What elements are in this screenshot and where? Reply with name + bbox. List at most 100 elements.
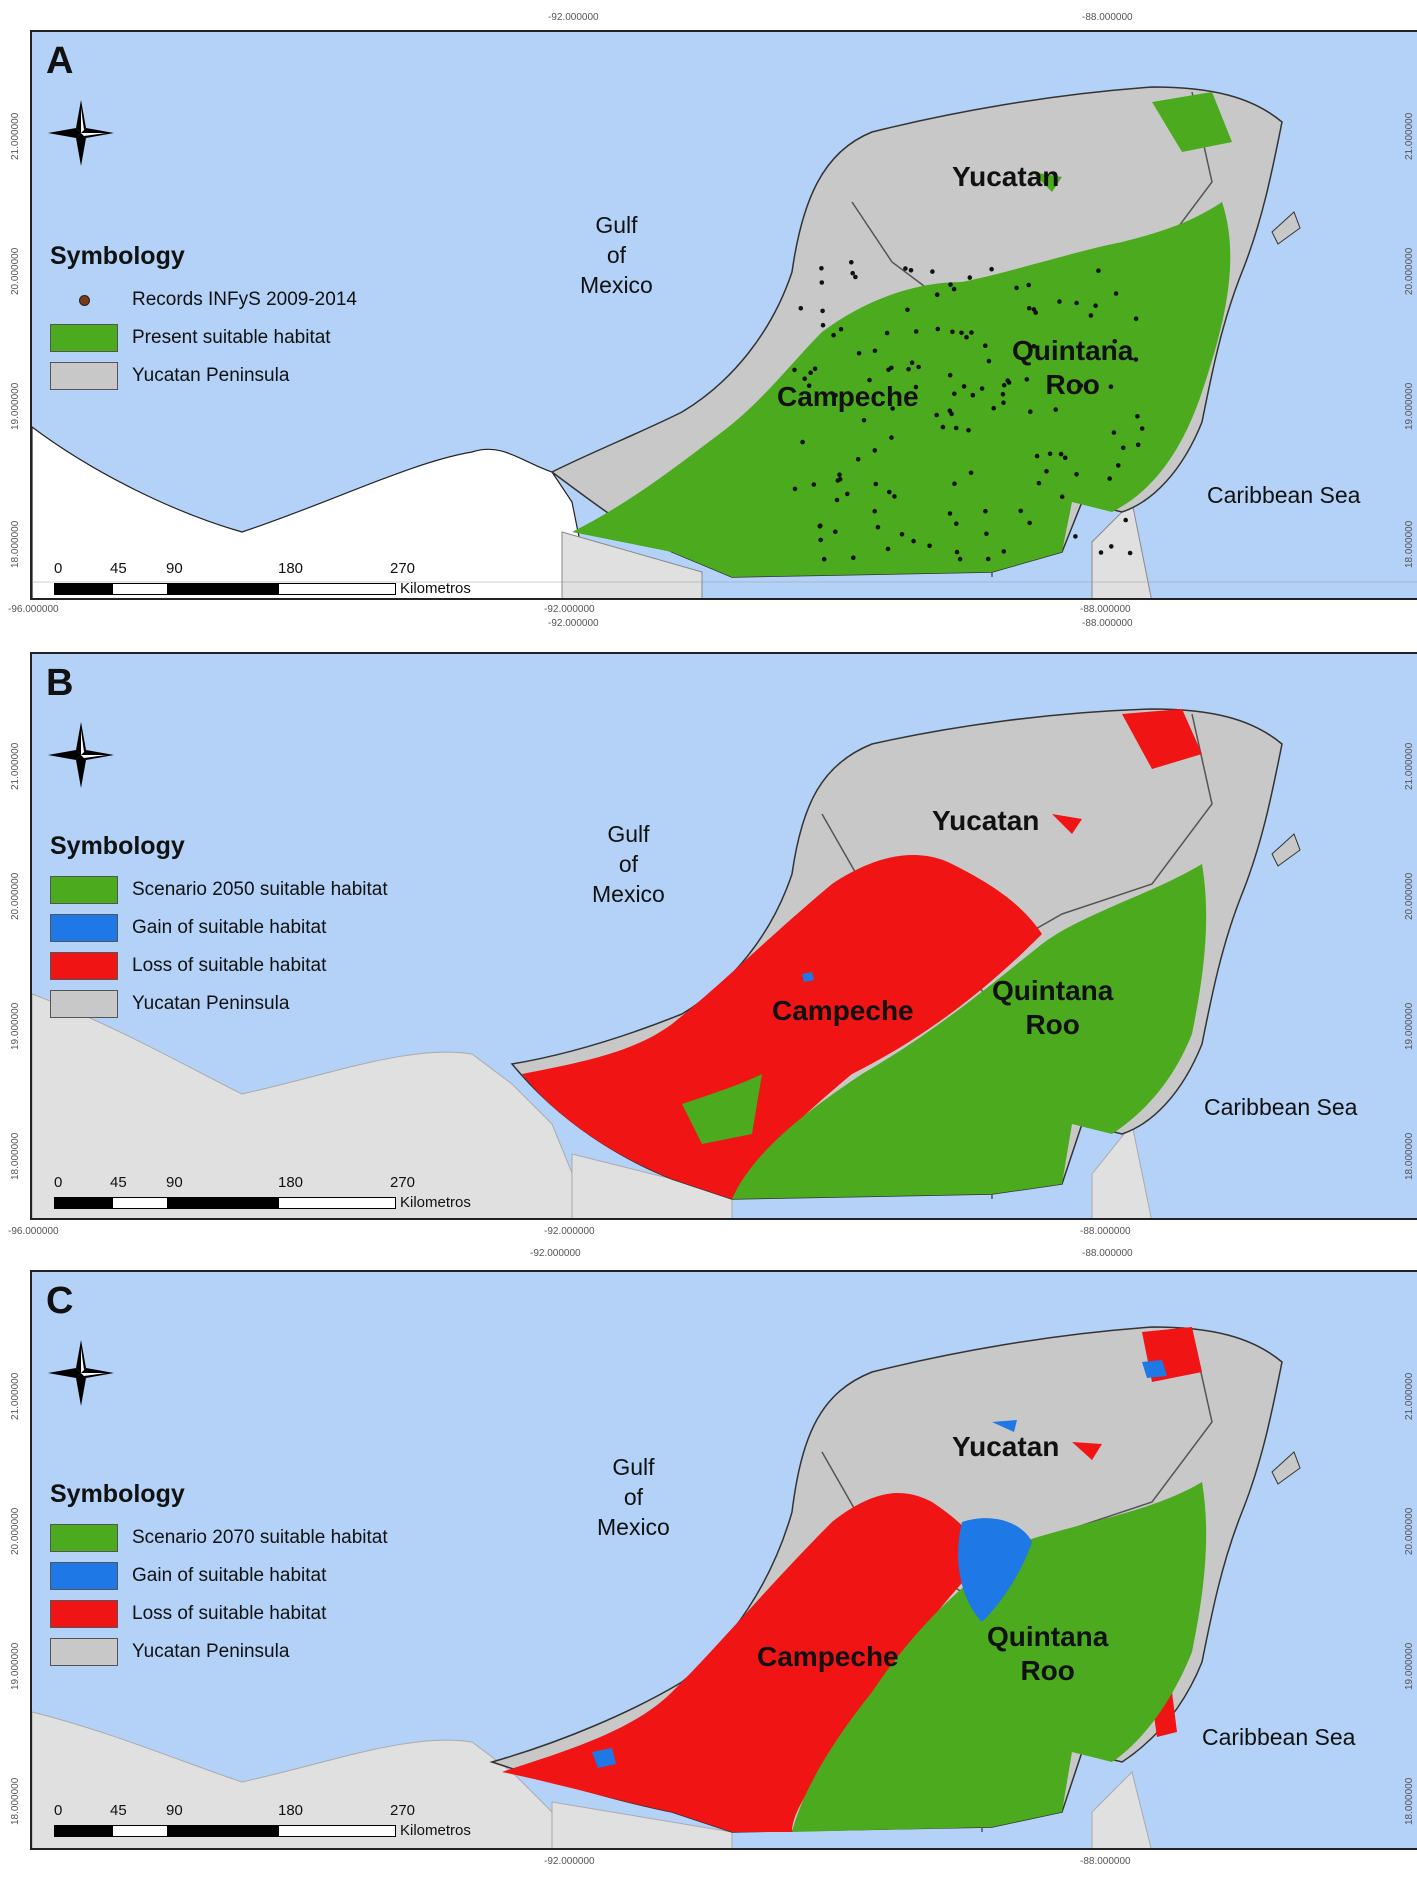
record-point [1139, 426, 1145, 431]
record-point [1133, 357, 1139, 362]
record-point [892, 494, 897, 499]
record-point [855, 457, 861, 462]
record-point [800, 439, 805, 445]
sea-label-gulf: Gulf of Mexico [597, 1452, 670, 1542]
lat-label: 18.000000 [10, 1777, 21, 1825]
legend-item: Gain of suitable habitat [50, 909, 388, 947]
record-point [818, 537, 823, 543]
lat-label: 20.000000 [10, 1507, 21, 1555]
scale-bar: 0 45 90 180 270 Kilometros [54, 1174, 471, 1211]
state-label-line: Roo [1045, 369, 1100, 400]
lon-label: -88.000000 [1082, 12, 1133, 23]
legend-item: Records INFyS 2009-2014 [50, 281, 357, 319]
record-point [1000, 392, 1006, 397]
sea-label-gulf: Gulf of Mexico [580, 210, 653, 300]
legend: Symbology Records INFyS 2009-2014 Presen… [50, 242, 357, 395]
record-point [1109, 544, 1114, 549]
scale-bar-graphic [54, 1824, 396, 1837]
legend-item: Loss of suitable habitat [50, 1595, 388, 1633]
scale-bar: 0 45 90 180 270 Kilometros [54, 560, 471, 597]
record-point [851, 555, 856, 560]
record-point [1033, 310, 1038, 315]
sea-label-line: Gulf [612, 1454, 655, 1480]
record-point [957, 556, 963, 562]
sea-label-line: Gulf [595, 212, 638, 238]
record-point [1024, 377, 1030, 382]
record-point [890, 406, 895, 411]
record-point [820, 308, 825, 314]
lat-label: 20.000000 [1404, 247, 1415, 295]
record-point [1112, 339, 1117, 344]
state-label-campeche: Campeche [777, 381, 919, 412]
legend-title: Symbology [50, 1480, 185, 1508]
map-panel-c: C Symbology Scenario 2070 suitable habit… [30, 1270, 1417, 1850]
legend-title: Symbology [50, 242, 185, 270]
record-point [986, 358, 992, 364]
scale-tick: 0 [54, 1802, 63, 1819]
record-point [850, 270, 855, 276]
north-arrow-icon [48, 1340, 114, 1406]
sea-label-line: Mexico [597, 1514, 670, 1540]
sea-label-line: of [623, 1484, 644, 1510]
record-point [961, 384, 967, 389]
scale-tick: 90 [166, 1174, 183, 1191]
lon-label: -92.000000 [548, 12, 599, 23]
record-point [812, 366, 818, 372]
lon-label: -88.000000 [1080, 1856, 1131, 1867]
record-point [889, 435, 894, 440]
legend-item: Yucatan Peninsula [50, 985, 388, 1023]
lat-label: 19.000000 [10, 1642, 21, 1690]
scale-ticks: 0 45 90 180 270 [54, 1802, 471, 1822]
panel-letter: B [46, 662, 74, 704]
lon-label: -96.000000 [8, 604, 59, 615]
legend-swatch [50, 362, 118, 390]
record-point [819, 266, 824, 271]
sea-label-gulf: Gulf of Mexico [592, 819, 665, 909]
record-point [1107, 476, 1112, 481]
scale-tick: 270 [390, 1174, 416, 1191]
loss-habitat [1072, 1327, 1202, 1737]
suitable-habitat [682, 1074, 762, 1144]
island [1271, 833, 1301, 867]
legend-label: Gain of suitable habitat [132, 917, 327, 938]
gain-habitat [802, 972, 814, 982]
record-point [927, 543, 932, 549]
state-label-yucatan: Yucatan [952, 1431, 1060, 1462]
map-panel-b: B Symbology Scenario 2050 suitable habit… [30, 652, 1417, 1220]
record-point [1088, 313, 1094, 318]
record-point [984, 531, 989, 537]
panel-letter: A [46, 40, 74, 82]
record-point [916, 364, 921, 370]
record-point [966, 427, 971, 433]
record-point [1001, 549, 1007, 554]
sea-label-line: Mexico [592, 881, 665, 907]
scale-bar-graphic [54, 1196, 396, 1209]
record-point [1036, 480, 1042, 486]
record-point [1093, 303, 1098, 309]
record-point [934, 412, 939, 418]
record-point [817, 524, 823, 529]
record-point [792, 367, 797, 373]
record-point [1031, 343, 1037, 349]
lat-label: 18.000000 [1404, 1132, 1415, 1180]
record-point [983, 508, 988, 514]
record-point [905, 307, 910, 313]
suitable-habitat [732, 864, 1207, 1199]
record-point [1005, 378, 1010, 383]
lat-label: 18.000000 [10, 1132, 21, 1180]
record-point [954, 549, 960, 555]
record-dot-icon [50, 286, 118, 314]
record-point [1135, 414, 1140, 419]
legend-swatch [50, 876, 118, 904]
record-point [1044, 469, 1049, 474]
record-point [856, 350, 862, 356]
legend-item: Scenario 2070 suitable habitat [50, 1519, 388, 1557]
record-point [821, 556, 827, 562]
legend-swatch [50, 1638, 118, 1666]
island [1271, 1451, 1301, 1485]
scale-tick: 90 [166, 560, 183, 577]
map-a-svg [32, 86, 1417, 598]
record-point [1135, 442, 1141, 448]
record-point [952, 481, 957, 487]
record-point [853, 274, 858, 280]
